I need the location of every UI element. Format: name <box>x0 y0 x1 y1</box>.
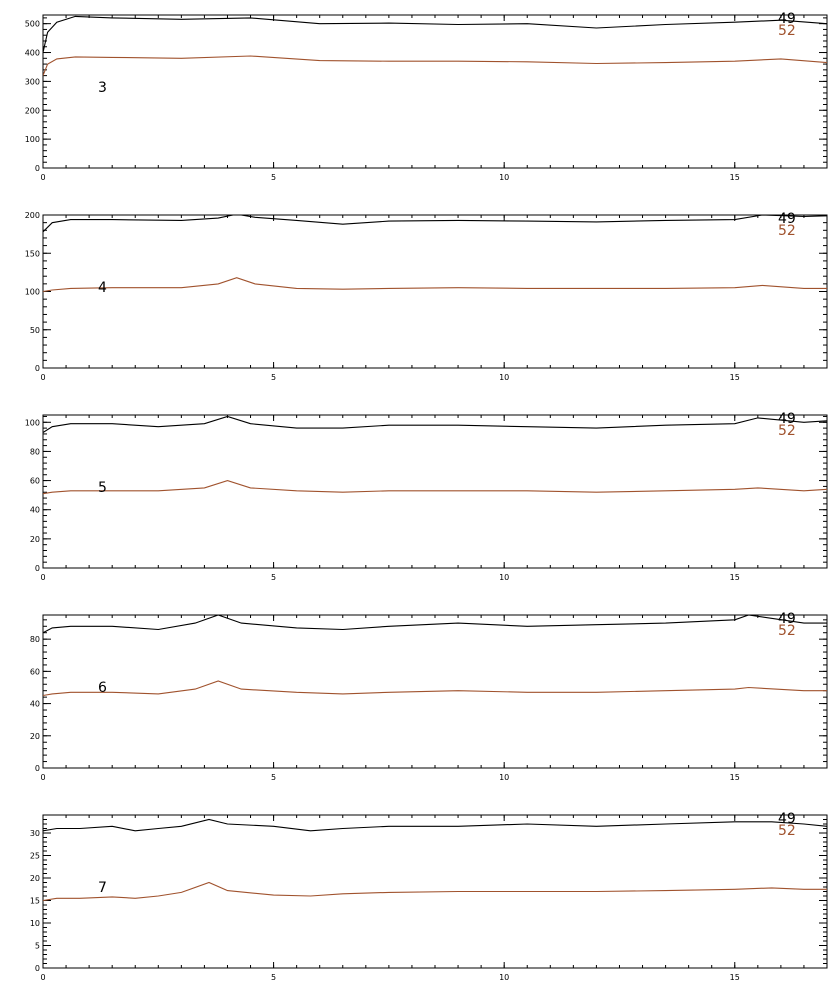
panel-number-label: 6 <box>98 680 107 696</box>
y-tick-label: 20 <box>30 535 40 544</box>
x-tick-label: 0 <box>40 573 45 582</box>
x-tick-label: 5 <box>271 173 276 182</box>
y-tick-label: 500 <box>25 20 40 29</box>
x-tick-label: 0 <box>40 173 45 182</box>
y-tick-label: 40 <box>30 506 40 515</box>
x-tick-label: 10 <box>499 173 509 182</box>
y-tick-label: 5 <box>35 942 40 951</box>
panel-number-label: 5 <box>98 480 107 496</box>
y-tick-label: 20 <box>30 732 40 741</box>
plot-frame <box>42 214 828 369</box>
panel-number-label: 7 <box>98 880 107 896</box>
y-tick-label: 10 <box>30 919 40 928</box>
y-tick-label: 200 <box>25 211 40 220</box>
y-tick-label: 0 <box>35 964 40 973</box>
y-tick-label: 100 <box>25 418 40 427</box>
panel-number-label: 4 <box>98 280 107 296</box>
x-tick-label: 15 <box>730 173 740 182</box>
y-tick-label: 0 <box>35 364 40 373</box>
plot-frame <box>42 414 828 569</box>
legend-label-49: 49 <box>778 211 796 227</box>
series-line-49 <box>43 15 827 53</box>
legend-label-52: 52 <box>778 823 796 839</box>
y-tick-label: 15 <box>30 897 40 906</box>
x-tick-label: 10 <box>499 573 509 582</box>
x-tick-label: 0 <box>40 773 45 782</box>
y-tick-label: 30 <box>30 829 40 838</box>
legend-label-52: 52 <box>778 623 796 639</box>
series-line-52 <box>43 55 827 76</box>
series-line-49 <box>43 818 827 832</box>
series-line-52 <box>43 680 827 697</box>
x-tick-label: 5 <box>271 373 276 382</box>
legend-label-49: 49 <box>778 811 796 827</box>
y-tick-label: 400 <box>25 49 40 58</box>
y-tick-label: 60 <box>30 477 40 486</box>
x-tick-label: 0 <box>40 373 45 382</box>
y-tick-label: 20 <box>30 874 40 883</box>
series-line-49 <box>43 615 827 634</box>
y-tick-label: 0 <box>35 164 40 173</box>
x-tick-label: 0 <box>40 973 45 982</box>
x-tick-label: 10 <box>499 773 509 782</box>
x-tick-label: 10 <box>499 973 509 982</box>
panel-number-label: 3 <box>98 80 107 96</box>
y-tick-label: 40 <box>30 700 40 709</box>
x-tick-label: 15 <box>730 373 740 382</box>
legend-label-52: 52 <box>778 23 796 39</box>
legend-label-52: 52 <box>778 223 796 239</box>
series-line-52 <box>43 277 827 293</box>
x-tick-label: 5 <box>271 773 276 782</box>
y-tick-label: 60 <box>30 667 40 676</box>
y-tick-label: 150 <box>25 249 40 258</box>
y-tick-label: 80 <box>30 447 40 456</box>
series-line-49 <box>43 415 827 433</box>
y-tick-label: 80 <box>30 635 40 644</box>
y-tick-label: 25 <box>30 852 40 861</box>
y-tick-label: 0 <box>35 764 40 773</box>
legend-label-49: 49 <box>778 411 796 427</box>
legend-label-49: 49 <box>778 611 796 627</box>
legend-label-49: 49 <box>778 11 796 27</box>
x-tick-label: 10 <box>499 373 509 382</box>
y-tick-label: 100 <box>25 288 40 297</box>
series-line-52 <box>43 881 827 902</box>
plot-frame <box>42 14 828 169</box>
y-tick-label: 100 <box>25 135 40 144</box>
x-tick-label: 15 <box>730 773 740 782</box>
x-tick-label: 5 <box>271 973 276 982</box>
legend-label-52: 52 <box>778 423 796 439</box>
y-tick-label: 0 <box>35 564 40 573</box>
x-tick-label: 5 <box>271 573 276 582</box>
series-line-49 <box>43 215 827 233</box>
y-tick-label: 50 <box>30 326 40 335</box>
x-tick-label: 15 <box>730 973 740 982</box>
y-tick-label: 200 <box>25 106 40 115</box>
x-tick-label: 15 <box>730 573 740 582</box>
y-tick-label: 300 <box>25 77 40 86</box>
series-line-52 <box>43 480 827 495</box>
